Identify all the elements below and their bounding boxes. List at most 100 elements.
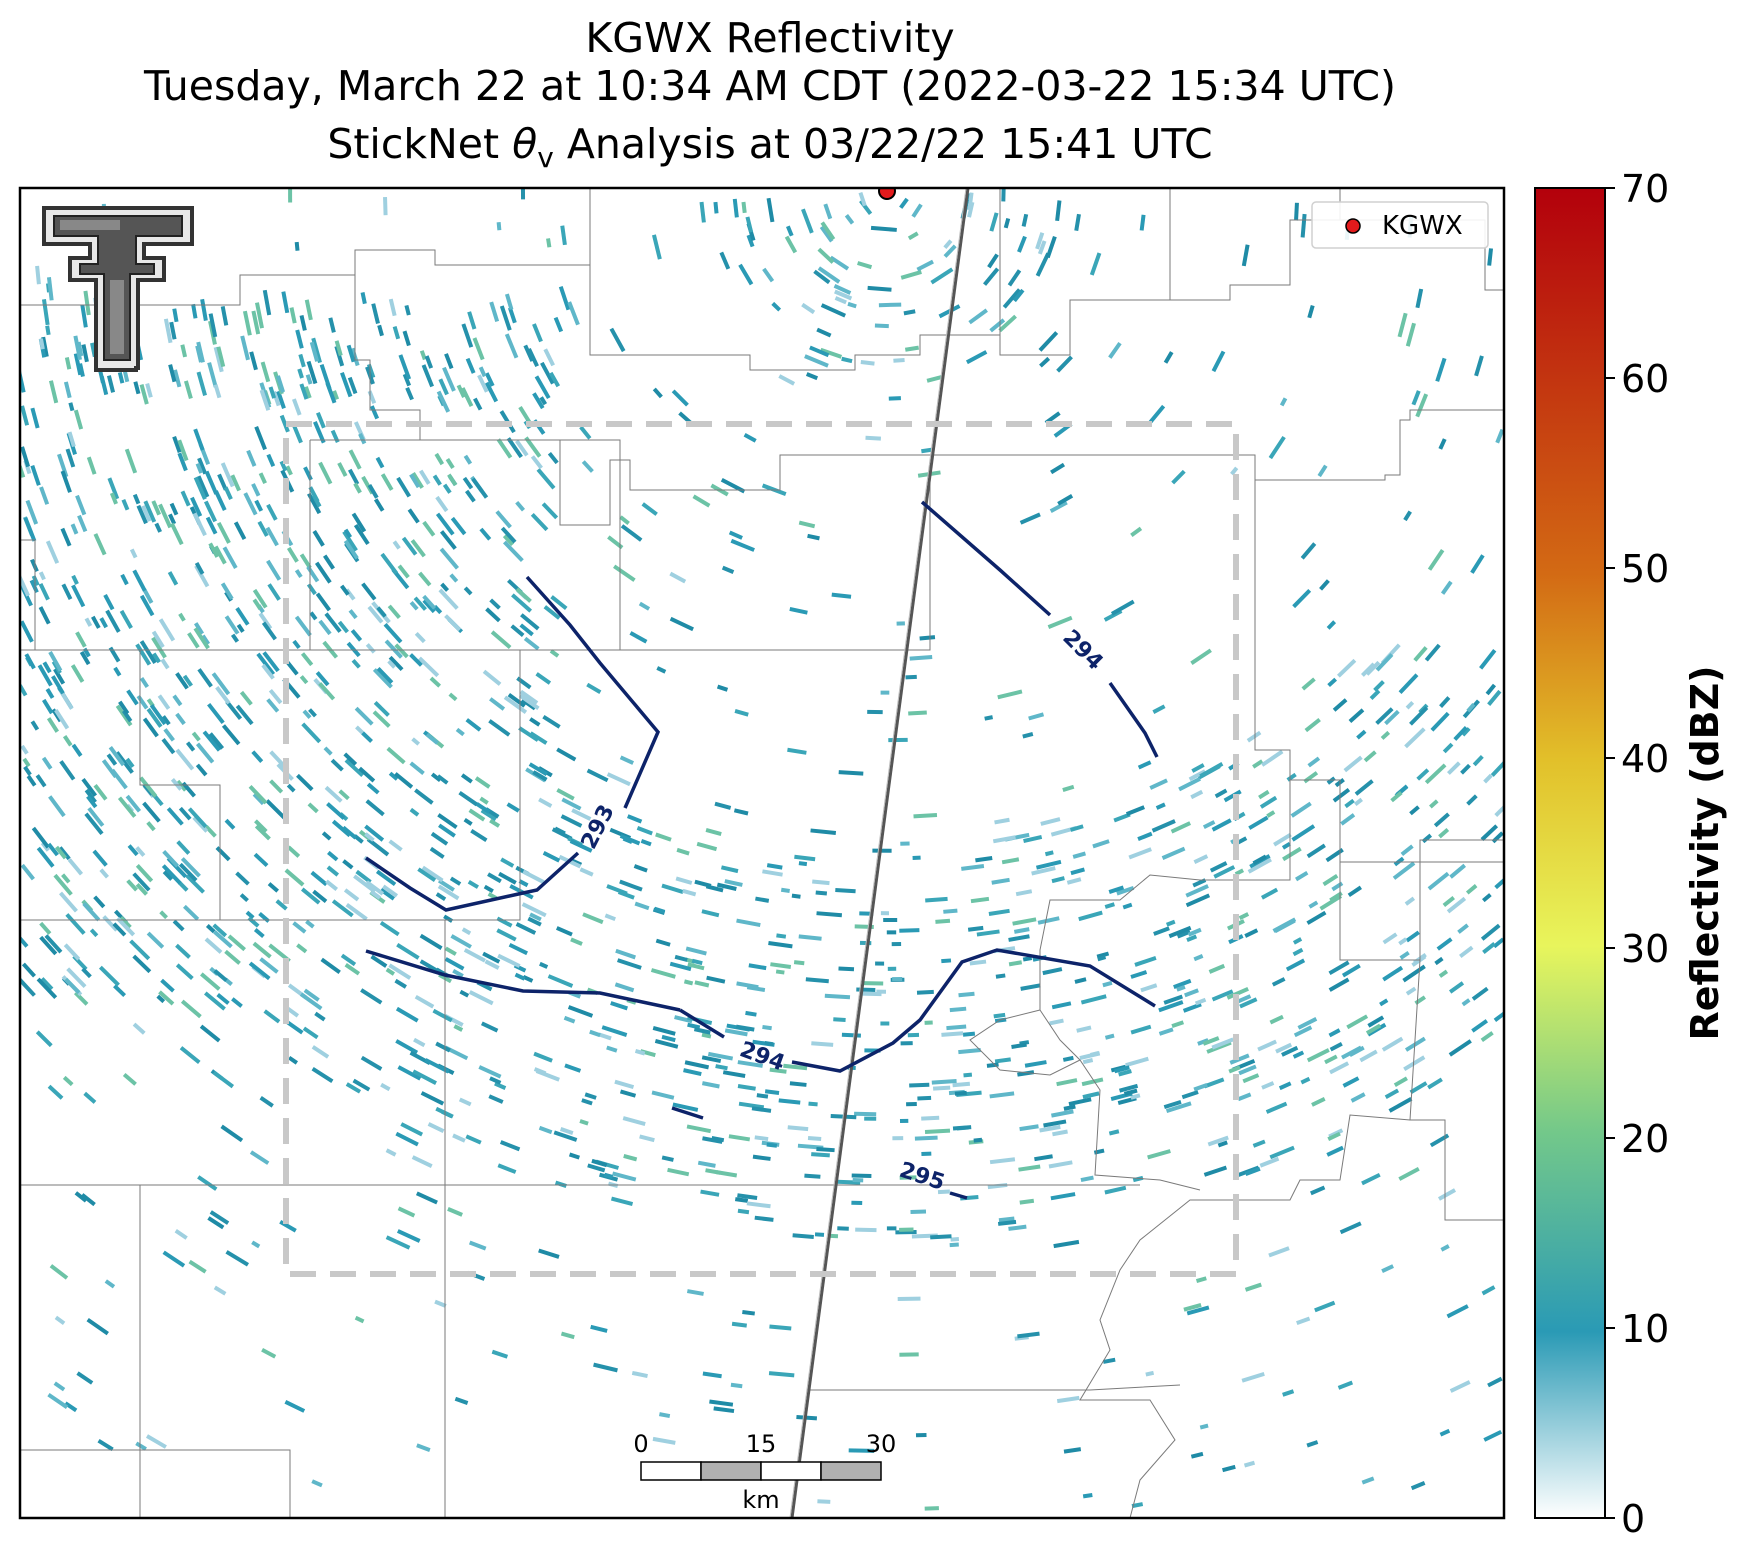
echo-dash bbox=[686, 1124, 712, 1134]
colorbar-tick-label: 60 bbox=[1621, 357, 1669, 401]
echo-dash bbox=[132, 872, 151, 892]
echo-dash bbox=[294, 615, 312, 637]
contour-295-line-b bbox=[949, 1191, 968, 1200]
echo-dash bbox=[867, 709, 883, 715]
echo-dash bbox=[400, 1122, 424, 1137]
echo-dash bbox=[39, 921, 52, 935]
echo-dash bbox=[1493, 1007, 1504, 1022]
echo-dash bbox=[1354, 779, 1374, 796]
echo-dash bbox=[989, 318, 1006, 333]
echo-dash bbox=[722, 1070, 746, 1078]
kgwx-radar-marker[interactable] bbox=[878, 183, 896, 200]
echo-dash bbox=[603, 1172, 614, 1179]
echo-dash bbox=[892, 976, 903, 982]
echo-dash bbox=[496, 438, 513, 459]
echo-dash bbox=[503, 540, 524, 562]
echo-dash bbox=[20, 620, 34, 643]
colorbar-tick-label: 30 bbox=[1621, 927, 1669, 971]
echo-dash bbox=[568, 1152, 580, 1160]
echo-dash bbox=[1292, 937, 1303, 945]
echo-dash bbox=[694, 879, 712, 888]
echo-dash bbox=[519, 689, 539, 705]
echo-dash bbox=[276, 390, 286, 409]
legend-label: KGWX bbox=[1382, 211, 1463, 241]
echo-dash bbox=[216, 521, 231, 544]
echo-dash bbox=[736, 981, 759, 990]
echo-dash bbox=[1078, 910, 1103, 922]
echo-dash bbox=[386, 746, 406, 765]
echo-dash bbox=[397, 1065, 422, 1081]
echo-dash bbox=[598, 1032, 612, 1041]
echo-dash bbox=[286, 783, 296, 793]
echo-dash bbox=[1037, 916, 1060, 925]
echo-dash bbox=[899, 1118, 909, 1123]
echo-dash bbox=[1171, 469, 1186, 485]
echo-dash bbox=[135, 643, 152, 666]
echo-dash bbox=[1393, 1076, 1408, 1087]
echo-dash bbox=[227, 934, 246, 952]
echo-dash bbox=[249, 1150, 270, 1165]
echo-dash bbox=[720, 865, 739, 874]
echo-dash bbox=[892, 1136, 904, 1141]
echo-dash bbox=[858, 192, 867, 207]
echo-dash bbox=[1017, 235, 1027, 253]
echo-dash bbox=[1405, 986, 1417, 996]
echo-dash bbox=[685, 946, 707, 956]
echo-dash bbox=[1074, 213, 1081, 232]
echo-dash bbox=[54, 709, 70, 730]
echo-dash bbox=[37, 664, 53, 687]
echo-dash bbox=[84, 788, 97, 804]
map-area[interactable] bbox=[20, 188, 1504, 1518]
echo-dash bbox=[905, 674, 917, 680]
echo-dash bbox=[776, 933, 787, 939]
echo-dash bbox=[1017, 1070, 1035, 1077]
echo-dash bbox=[197, 1175, 218, 1191]
echo-dash bbox=[724, 879, 743, 887]
echo-dash bbox=[1416, 768, 1430, 781]
echo-dash bbox=[1381, 1264, 1394, 1273]
echo-dash bbox=[437, 813, 458, 829]
echo-dash bbox=[1388, 1096, 1413, 1113]
echo-dash bbox=[639, 1134, 655, 1143]
echo-dash bbox=[351, 512, 367, 533]
echo-dash bbox=[84, 812, 104, 836]
echo-dash bbox=[30, 465, 41, 486]
echo-dash bbox=[706, 975, 726, 984]
echo-dash bbox=[1291, 824, 1316, 842]
echo-dash bbox=[553, 1130, 578, 1142]
echo-dash bbox=[533, 1051, 553, 1063]
echo-dash bbox=[235, 607, 250, 626]
echo-dash bbox=[737, 1060, 763, 1068]
echo-dash bbox=[570, 937, 583, 946]
echo-dash bbox=[539, 396, 548, 406]
echo-dash bbox=[1062, 1055, 1074, 1062]
echo-dash bbox=[1393, 856, 1405, 867]
echo-dash bbox=[162, 1250, 186, 1268]
echo-dash bbox=[1035, 232, 1045, 250]
echo-dash bbox=[180, 857, 201, 878]
echo-dash bbox=[1190, 789, 1204, 800]
echo-dash bbox=[223, 486, 233, 500]
echo-dash bbox=[1049, 500, 1068, 513]
echo-dash bbox=[1132, 1175, 1144, 1183]
echo-dash bbox=[315, 592, 332, 612]
echo-dash bbox=[1346, 1014, 1369, 1030]
echo-dash bbox=[36, 977, 58, 999]
echo-dash bbox=[989, 1157, 1016, 1165]
echo-dash bbox=[1261, 1081, 1275, 1090]
echo-dash bbox=[383, 196, 388, 216]
echo-dash bbox=[1188, 769, 1207, 782]
echo-dash bbox=[179, 1046, 201, 1064]
echo-dash bbox=[1193, 1082, 1208, 1092]
echo-dash bbox=[394, 978, 407, 989]
echo-dash bbox=[360, 988, 383, 1005]
echo-dash bbox=[195, 462, 204, 474]
echo-dash bbox=[1193, 854, 1209, 864]
echo-dash bbox=[1193, 954, 1204, 962]
echo-dash bbox=[907, 1032, 920, 1038]
echo-dash bbox=[132, 1022, 146, 1035]
echo-dash bbox=[1248, 815, 1269, 830]
echo-dash bbox=[172, 694, 183, 707]
echo-dash bbox=[340, 953, 357, 967]
echo-dash bbox=[548, 371, 561, 388]
